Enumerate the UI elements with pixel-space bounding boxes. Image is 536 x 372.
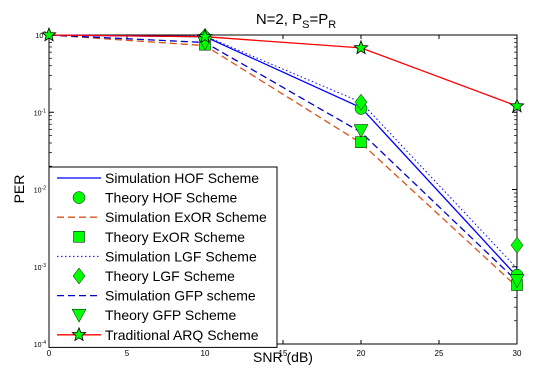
legend-label-8: Traditional ARQ Scheme — [105, 327, 259, 343]
series-marker-8 — [509, 98, 525, 113]
series-line-2 — [48, 34, 518, 288]
title-sub1: S — [302, 19, 309, 31]
title-eq: =P — [309, 11, 328, 28]
series-marker-5 — [354, 93, 368, 111]
series-line-4 — [48, 34, 518, 269]
series-marker-7 — [509, 274, 525, 289]
series-marker-7 — [353, 124, 369, 139]
legend-label-0: Simulation HOF Scheme — [105, 170, 259, 186]
legend-label-4: Simulation LGF Scheme — [105, 248, 257, 264]
legend-marker-1 — [72, 191, 86, 204]
legend-marker-3 — [73, 231, 85, 243]
legend-marker-5 — [72, 267, 86, 285]
series-marker-8 — [197, 28, 213, 44]
legend-marker-7 — [71, 308, 87, 323]
y-tick-label: 10-1 — [34, 108, 46, 117]
x-tick-label: 20 — [357, 349, 366, 358]
x-tick-label: 25 — [435, 349, 444, 358]
series-marker-8 — [41, 26, 57, 42]
legend: Simulation HOF Scheme Theory HOF Scheme Si… — [48, 166, 278, 348]
legend-label-5: Theory LGF Scheme — [105, 268, 235, 284]
x-tick-label: 5 — [125, 349, 130, 358]
legend-marker-8 — [71, 326, 87, 342]
legend-label-2: Simulation ExOR Scheme — [105, 209, 267, 225]
x-axis-label: SNR (dB) — [253, 349, 313, 365]
legend-label-3: Theory ExOR Scheme — [105, 229, 245, 245]
y-tick-label: 10-3 — [34, 263, 46, 272]
legend-label-1: Theory HOF Scheme — [105, 190, 237, 206]
series-marker-5 — [510, 236, 524, 254]
x-tick-label: 0 — [47, 349, 52, 358]
series-marker-8 — [353, 39, 369, 55]
legend-label-6: Simulation GFP scheme — [105, 288, 256, 304]
x-tick-label: 10 — [201, 349, 210, 358]
x-tick-label: 30 — [513, 349, 522, 358]
legend-box — [48, 166, 278, 348]
title-sub2: R — [328, 19, 336, 31]
x-tick-label: 15 — [279, 349, 288, 358]
y-tick-label: 10-4 — [34, 340, 46, 349]
series-marker-3 — [355, 136, 367, 148]
y-axis-label: PER — [11, 175, 27, 204]
chart-title: N=2, PS=PR — [256, 11, 336, 31]
legend-label-7: Theory GFP Scheme — [105, 307, 236, 323]
series-line-6 — [48, 34, 518, 282]
y-tick-label: 10-2 — [34, 186, 46, 195]
series-line-8 — [48, 34, 518, 107]
title-main: N=2, P — [256, 11, 302, 28]
